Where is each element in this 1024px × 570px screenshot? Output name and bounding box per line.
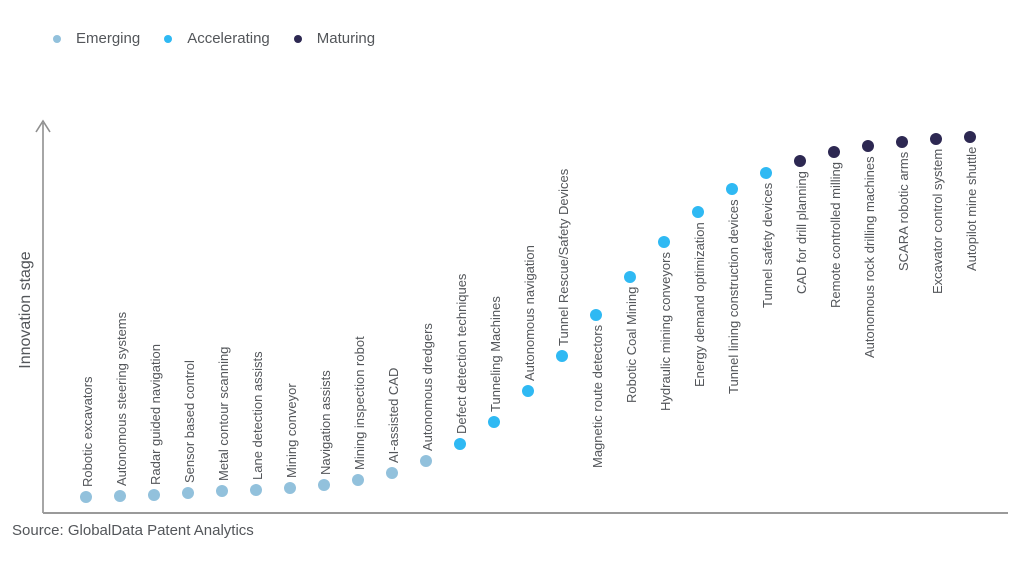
data-point-label: Tunnel lining construction devices <box>725 199 741 395</box>
data-point-dot <box>386 466 398 479</box>
data-point-label: CAD for drill planning <box>793 171 809 294</box>
data-point-label: Mining inspection robot <box>351 336 367 470</box>
data-point-dot <box>522 385 534 398</box>
data-point-label: Autopilot mine shuttle <box>963 146 979 271</box>
data-point-dot <box>556 349 568 362</box>
data-point-label: Tunnel safety devices <box>759 182 775 309</box>
data-point-dot <box>828 145 840 158</box>
data-point-label: Radar guided navigation <box>147 343 163 485</box>
data-point-dot <box>148 488 160 501</box>
legend: Emerging Accelerating Maturing <box>53 30 375 47</box>
data-point-dot <box>964 130 976 143</box>
y-axis-label: Innovation stage <box>17 251 34 369</box>
data-point-label: Remote controlled milling <box>827 161 843 308</box>
data-point-dot <box>760 167 772 180</box>
data-point-dot <box>250 483 262 496</box>
data-point-label: Robotic Coal Mining <box>623 286 639 403</box>
data-point-label: Lane detection assists <box>249 351 265 480</box>
data-point-label: Sensor based control <box>181 360 197 483</box>
legend-label: Accelerating <box>187 30 270 47</box>
data-point-dot <box>420 455 432 468</box>
legend-item-emerging: Emerging <box>53 30 140 47</box>
data-point-dot <box>318 479 330 492</box>
data-point-label: Defect detection techniques <box>453 273 469 434</box>
data-point-label: Autonomous rock drilling machines <box>861 156 877 358</box>
data-point-label: Excavator control system <box>929 148 945 294</box>
data-point-dot <box>352 473 364 486</box>
y-axis-arrow-icon <box>35 119 51 133</box>
data-point-label: Tunnel Rescue/Safety Devices <box>555 168 571 346</box>
data-point-label: SCARA robotic arms <box>895 151 911 271</box>
legend-dot-icon <box>293 34 302 43</box>
data-point-dot <box>930 132 942 145</box>
legend-label: Emerging <box>76 30 141 47</box>
data-point-label: Autonomous navigation <box>521 245 537 382</box>
data-point-dot <box>284 481 296 494</box>
data-point-dot <box>488 415 500 428</box>
legend-label: Maturing <box>316 30 376 47</box>
source-note: Source: GlobalData Patent Analytics <box>12 522 254 539</box>
data-point-dot <box>454 437 466 450</box>
data-point-label: Metal contour scanning <box>215 346 231 481</box>
legend-item-accelerating: Accelerating <box>164 30 270 47</box>
legend-dot-icon <box>164 34 173 43</box>
data-point-label: Autonomous steering systems <box>113 311 129 487</box>
data-point-label: Autonomous dredgers <box>419 323 435 452</box>
data-point-label: Navigation assists <box>317 370 333 476</box>
data-point-dot <box>692 205 704 218</box>
data-point-label: AI-assisted CAD <box>385 367 401 463</box>
data-point-dot <box>896 136 908 148</box>
data-point-dot <box>862 139 874 152</box>
data-point-dot <box>80 490 92 503</box>
data-point-label: Magnetic route detectors <box>589 324 605 468</box>
legend-dot-icon <box>53 34 61 43</box>
legend-item-maturing: Maturing <box>293 30 376 47</box>
data-point-label: Hydraulic mining conveyors <box>657 251 673 411</box>
data-point-dot <box>114 490 126 503</box>
data-point-label: Mining conveyor <box>283 383 299 478</box>
data-point-dot <box>658 235 670 248</box>
data-point-dot <box>624 270 636 283</box>
data-point-dot <box>182 486 194 499</box>
data-point-dot <box>726 183 738 196</box>
data-point-dot <box>216 484 228 497</box>
data-point-dot <box>590 308 602 321</box>
data-point-label: Robotic excavators <box>79 376 95 487</box>
data-point-label: Energy demand optimization <box>691 222 707 387</box>
data-point-label: Tunneling Machines <box>487 295 503 412</box>
data-point-dot <box>794 154 806 167</box>
